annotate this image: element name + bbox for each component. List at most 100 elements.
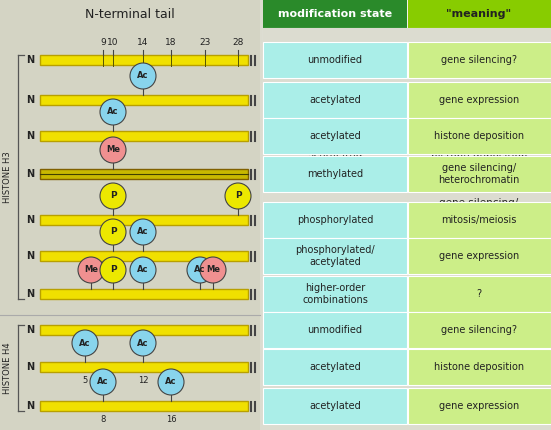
Text: gene silencing/
heterochromatin: gene silencing/ heterochromatin (435, 198, 522, 220)
FancyBboxPatch shape (40, 251, 248, 261)
Text: gene expression: gene expression (439, 251, 519, 261)
Text: higher-order
combinations: higher-order combinations (300, 353, 370, 375)
Text: 9: 9 (100, 38, 106, 47)
Text: acetylated: acetylated (309, 95, 361, 105)
FancyBboxPatch shape (263, 388, 407, 424)
Ellipse shape (158, 369, 184, 395)
FancyBboxPatch shape (263, 156, 407, 192)
FancyBboxPatch shape (408, 42, 551, 78)
FancyBboxPatch shape (408, 156, 551, 192)
FancyBboxPatch shape (263, 28, 407, 80)
FancyBboxPatch shape (408, 388, 551, 424)
Text: Ac: Ac (79, 338, 91, 347)
FancyBboxPatch shape (263, 132, 407, 183)
FancyBboxPatch shape (263, 202, 407, 238)
Text: phosphorylated: phosphorylated (294, 256, 376, 266)
FancyBboxPatch shape (408, 312, 551, 348)
Text: Ac: Ac (137, 227, 149, 236)
Text: unmodified: unmodified (305, 49, 365, 59)
Text: acetylated: acetylated (309, 401, 361, 411)
FancyBboxPatch shape (263, 238, 407, 274)
FancyBboxPatch shape (40, 215, 248, 225)
Text: phosphorylated: phosphorylated (297, 215, 373, 225)
Text: N: N (26, 55, 34, 65)
Text: 14: 14 (137, 38, 149, 47)
FancyBboxPatch shape (263, 28, 551, 430)
Ellipse shape (100, 137, 126, 163)
Text: mitosis/meiosis: mitosis/meiosis (439, 256, 520, 266)
Text: Ac: Ac (137, 265, 149, 274)
Ellipse shape (187, 257, 213, 283)
FancyBboxPatch shape (263, 118, 407, 154)
FancyBboxPatch shape (40, 169, 248, 179)
FancyBboxPatch shape (408, 0, 551, 28)
FancyBboxPatch shape (263, 0, 407, 28)
Text: methylated: methylated (307, 169, 363, 179)
FancyBboxPatch shape (263, 235, 407, 286)
FancyBboxPatch shape (408, 276, 551, 312)
Text: gene expression: gene expression (436, 307, 522, 317)
Text: Me: Me (84, 265, 98, 274)
Text: P: P (110, 265, 116, 274)
FancyBboxPatch shape (263, 42, 407, 78)
Text: acetylated: acetylated (309, 131, 361, 141)
FancyBboxPatch shape (263, 312, 407, 348)
Ellipse shape (100, 183, 126, 209)
Ellipse shape (130, 330, 156, 356)
Ellipse shape (130, 219, 156, 245)
Ellipse shape (100, 257, 126, 283)
Text: gene silencing/
heterochromatin: gene silencing/ heterochromatin (438, 163, 520, 185)
Text: N: N (26, 95, 34, 105)
Text: Me: Me (206, 265, 220, 274)
Text: gene silencing?: gene silencing? (441, 325, 517, 335)
Text: Ac: Ac (137, 338, 149, 347)
Text: gene expression: gene expression (439, 95, 519, 105)
FancyBboxPatch shape (263, 0, 551, 430)
Text: gene silencing?: gene silencing? (439, 49, 520, 59)
Text: N: N (26, 362, 34, 372)
FancyBboxPatch shape (263, 276, 407, 312)
Text: 23: 23 (199, 38, 210, 47)
Text: N: N (26, 215, 34, 225)
Text: P: P (110, 227, 116, 236)
Text: 8: 8 (100, 415, 106, 424)
Ellipse shape (72, 330, 98, 356)
Text: acetylated: acetylated (307, 101, 363, 111)
Text: unmodified: unmodified (307, 325, 363, 335)
Text: acetylated: acetylated (307, 152, 363, 162)
FancyBboxPatch shape (408, 80, 551, 132)
Text: Ac: Ac (195, 265, 206, 274)
Text: phosphorylated/
acetylated: phosphorylated/ acetylated (293, 301, 377, 323)
Ellipse shape (225, 183, 251, 209)
FancyBboxPatch shape (40, 289, 248, 299)
Text: methylated: methylated (305, 204, 365, 214)
Text: 28: 28 (233, 38, 244, 47)
FancyBboxPatch shape (40, 55, 248, 65)
Text: Ac: Ac (137, 71, 149, 80)
Ellipse shape (130, 257, 156, 283)
FancyBboxPatch shape (263, 82, 407, 118)
FancyBboxPatch shape (263, 286, 407, 338)
Text: Ac: Ac (165, 378, 177, 387)
FancyBboxPatch shape (40, 362, 248, 372)
Text: P: P (235, 191, 241, 200)
Text: HISTONE H4: HISTONE H4 (3, 342, 13, 394)
Ellipse shape (130, 63, 156, 89)
FancyBboxPatch shape (263, 338, 407, 390)
FancyBboxPatch shape (263, 80, 407, 132)
Text: ?: ? (477, 289, 482, 299)
Ellipse shape (100, 219, 126, 245)
Text: "meaning": "meaning" (446, 9, 511, 19)
Text: acetylated: acetylated (309, 362, 361, 372)
FancyBboxPatch shape (408, 132, 551, 183)
Text: N-terminal tail: N-terminal tail (85, 9, 175, 22)
Text: N: N (26, 325, 34, 335)
Text: histone deposition: histone deposition (434, 362, 524, 372)
Text: unmodified: unmodified (307, 55, 363, 65)
Text: N: N (26, 289, 34, 299)
Text: N: N (26, 131, 34, 141)
Text: modification state: modification state (278, 9, 392, 19)
FancyBboxPatch shape (408, 28, 551, 80)
Text: N: N (26, 251, 34, 261)
Text: 5: 5 (83, 376, 88, 385)
